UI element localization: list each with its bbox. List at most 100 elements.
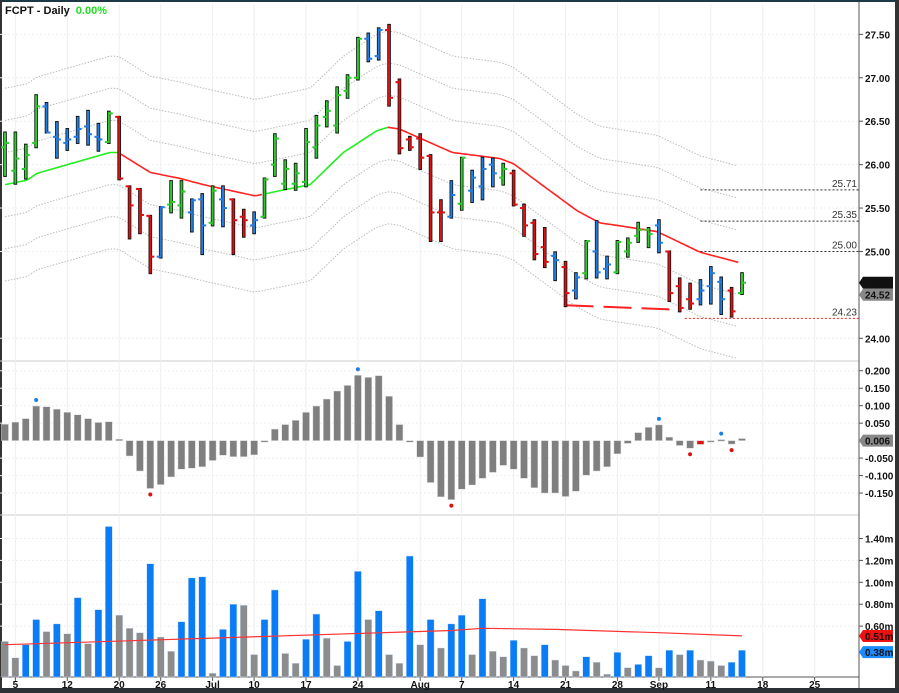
volume-bar — [333, 665, 341, 678]
macd-tick-label: -0.150 — [865, 489, 894, 500]
percent-change: 0.00% — [75, 5, 107, 17]
macd-tick-label: -0.100 — [865, 472, 894, 483]
volume-bar — [676, 654, 684, 678]
volume-bar — [655, 667, 663, 678]
volume-bar — [364, 619, 372, 678]
volume-bar — [63, 633, 71, 678]
ohlc-bar — [1, 131, 9, 177]
macd-histogram-bar — [406, 440, 414, 443]
x-tick-label: 24 — [352, 680, 364, 691]
ohlc-bar — [343, 74, 352, 99]
volume-bar — [136, 632, 144, 678]
macd-histogram-bar — [364, 377, 373, 441]
macd-last-value-label-background — [859, 434, 893, 447]
ohlc-bar — [208, 185, 217, 227]
ohlc-bar — [509, 169, 518, 207]
volume-bar — [198, 576, 206, 678]
macd-histogram-bar — [385, 395, 393, 441]
macd-histogram-bar — [312, 405, 321, 441]
macd-histogram-bar — [541, 440, 549, 494]
macd-histogram-bar — [582, 440, 591, 476]
macd-histogram-bar — [426, 440, 435, 483]
macd-histogram-bar — [707, 440, 715, 443]
macd-histogram-bar — [696, 440, 705, 445]
macd-histogram-bar — [437, 440, 445, 498]
price-bars — [1, 23, 746, 318]
x-tick-label: 14 — [508, 680, 520, 691]
volume-bar — [188, 577, 196, 678]
macd-histogram-bar — [551, 440, 559, 494]
ohlc-bar — [239, 208, 248, 238]
ohlc-bar — [540, 227, 549, 269]
ohlc-bar — [187, 198, 196, 233]
macd-histogram-bar — [489, 440, 497, 473]
ohlc-bar — [561, 260, 570, 308]
x-tick-label: 21 — [560, 680, 572, 691]
macd-histogram-bar — [665, 436, 674, 441]
volume-bar — [94, 609, 103, 678]
volume-bar — [125, 628, 134, 678]
volume-bar — [385, 654, 393, 678]
volume-bar — [437, 647, 445, 678]
x-tick-label: 10 — [249, 680, 261, 691]
ohlc-bar — [333, 86, 342, 134]
ohlc-bar — [167, 180, 176, 214]
macd-histogram-bar — [624, 440, 632, 444]
macd-histogram-bar — [94, 422, 103, 441]
macd-histogram-bar — [509, 440, 518, 470]
macd-histogram-bar — [198, 440, 206, 468]
volume-tick-label: 0.60m — [865, 622, 893, 633]
ohlc-bar — [582, 240, 591, 280]
ohlc-bar — [270, 133, 279, 177]
macd-histogram-bar — [260, 440, 269, 443]
macd-histogram-bar — [42, 406, 51, 441]
macd-tick-label: 0.100 — [865, 402, 890, 413]
ohlc-bar — [727, 286, 736, 318]
macd-histogram-bar — [478, 440, 487, 479]
volume-bar — [727, 662, 736, 678]
macd-histogram-bar — [603, 440, 611, 468]
volume-bar — [613, 652, 622, 678]
volume-last-label-background — [859, 646, 893, 659]
last-price-label: 24.64 — [865, 279, 890, 290]
macd-histogram-bar — [73, 414, 82, 441]
ohlc-bar — [84, 109, 93, 146]
level-label: 25.00 — [832, 240, 857, 251]
macd-histogram-bar — [229, 440, 238, 457]
level-label: 25.71 — [832, 179, 857, 190]
macd-histogram-bar — [146, 440, 155, 489]
volume-bar — [489, 651, 497, 678]
volume-bar — [644, 655, 653, 678]
volume-bar — [717, 665, 725, 678]
volume-bar — [416, 644, 424, 678]
previous-price-label: 24.52 — [865, 291, 890, 302]
volume-bar — [105, 526, 113, 678]
ohlc-bar — [436, 199, 445, 243]
ohlc-bar — [717, 276, 726, 315]
ohlc-bar — [613, 240, 622, 275]
ohlc-bar — [405, 135, 414, 151]
macd-histogram-bar — [333, 390, 341, 441]
ohlc-bar — [135, 187, 144, 235]
ohlc-bar — [468, 169, 477, 203]
ohlc-bar — [374, 27, 383, 61]
ohlc-bar — [32, 94, 41, 149]
macd-histogram-bar — [105, 421, 113, 441]
macd-histogram-bar — [1, 423, 9, 441]
volume-bar — [229, 604, 238, 678]
moving-average-line — [4, 151, 120, 186]
ohlc-bar — [571, 272, 580, 300]
support-trendline — [565, 304, 677, 311]
macd-last-value-label: 0.006 — [865, 437, 890, 448]
macd-histogram-bar — [727, 440, 736, 445]
price-tick-label: 26.50 — [865, 117, 890, 128]
macd-histogram-bar — [416, 440, 424, 458]
volume-bar — [551, 659, 559, 678]
x-tick-label: 7 — [459, 680, 465, 691]
ohlc-bar — [644, 227, 653, 249]
macd-histogram-bar — [447, 440, 456, 500]
volume-bar — [592, 662, 601, 678]
volume-bar — [406, 555, 414, 678]
